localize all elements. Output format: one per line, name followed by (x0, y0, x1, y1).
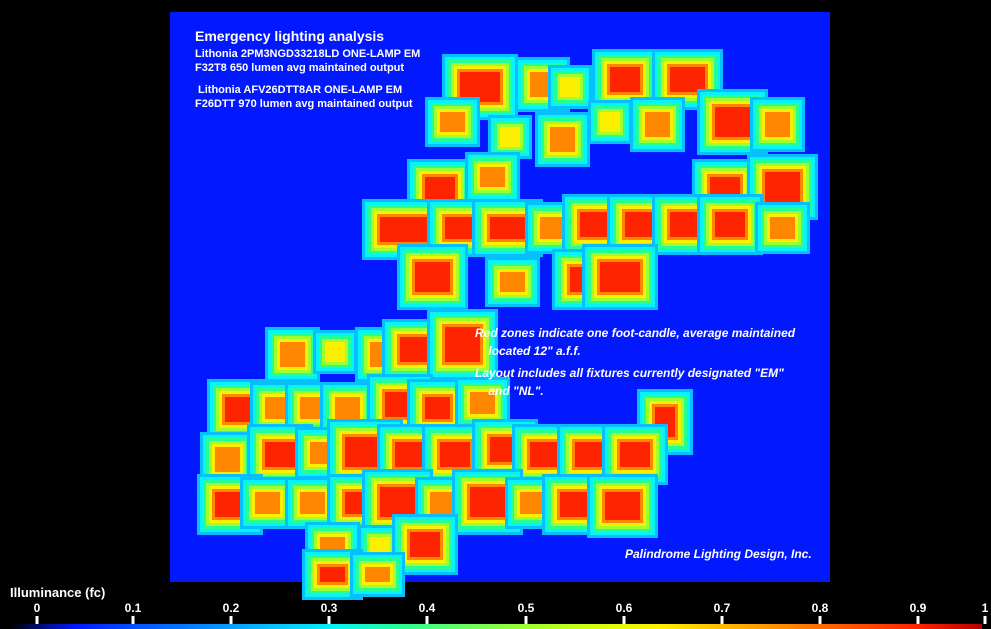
heat-cell (770, 217, 795, 239)
heat-cell (335, 397, 360, 419)
heat-cell (440, 442, 470, 467)
note-line-1: Red zones indicate one foot-candle, aver… (475, 326, 795, 340)
note-line-4: and "NL". (485, 384, 544, 398)
heat-cell (560, 492, 590, 517)
heat-cell (395, 442, 425, 467)
heat-cell (320, 567, 345, 582)
company-credit: Palindrome Lighting Design, Inc. (625, 547, 812, 561)
heat-cell (500, 272, 525, 292)
legend-tick-mark (230, 616, 233, 624)
legend-tick-label: 0.4 (419, 601, 436, 615)
heat-cell (765, 172, 800, 202)
heat-cell (580, 212, 610, 237)
heat-cell (550, 127, 575, 152)
heat-cell (480, 167, 505, 187)
heat-cell (765, 112, 790, 137)
legend-tick-label: 0.1 (125, 601, 142, 615)
legend-tick-label: 0.8 (812, 601, 829, 615)
heat-cell (610, 67, 640, 92)
legend-tick-label: 0.9 (910, 601, 927, 615)
fixture1-output: F32T8 650 lumen avg maintained output (195, 62, 404, 74)
heat-cell (490, 217, 525, 239)
legend-tick-label: 0 (34, 601, 41, 615)
heat-cell (445, 217, 475, 239)
legend-tick-mark (328, 616, 331, 624)
legend-tick-mark (623, 616, 626, 624)
legend-tick-label: 0.2 (223, 601, 240, 615)
legend-ticks: 00.10.20.30.40.50.60.70.80.91 (10, 604, 982, 624)
fixture2-model: Lithonia AFV26DTT8AR ONE-LAMP EM (198, 84, 402, 96)
legend-tick-mark (525, 616, 528, 624)
heat-cell (280, 342, 305, 367)
legend-tick-label: 0.5 (518, 601, 535, 615)
heat-cell (415, 262, 450, 292)
note-line-2: located 12" a.f.f. (485, 344, 581, 358)
heat-cell (365, 567, 390, 582)
heat-cell (715, 107, 750, 137)
legend-tick-mark (132, 616, 135, 624)
heat-cell (500, 127, 520, 147)
heat-cell (715, 212, 745, 237)
note-line-3: Layout includes all fixtures currently d… (475, 366, 784, 380)
legend-tick-label: 0.6 (616, 601, 633, 615)
heat-cell (325, 342, 345, 362)
heat-cell (380, 487, 415, 517)
fixture2-output: F26DTT 970 lumen avg maintained output (195, 98, 413, 110)
heat-cell (605, 492, 640, 520)
legend-tick-label: 0.7 (714, 601, 731, 615)
analysis-title: Emergency lighting analysis (195, 28, 384, 44)
heat-cell (215, 447, 240, 472)
legend-tick-label: 1 (982, 601, 989, 615)
legend-tick-label: 0.3 (321, 601, 338, 615)
heat-cell (410, 532, 440, 557)
legend-tick-mark (984, 616, 987, 624)
heat-cell (670, 212, 700, 237)
heat-cell (600, 262, 640, 292)
legend-tick-mark (36, 616, 39, 624)
heat-cell (560, 77, 580, 97)
heat-cell (645, 112, 670, 137)
heat-cell (400, 337, 430, 362)
legend-tick-mark (721, 616, 724, 624)
legend-tick-mark (426, 616, 429, 624)
heat-cell (530, 442, 560, 467)
heat-cell (265, 442, 295, 467)
legend-tick-mark (917, 616, 920, 624)
heat-cell (255, 492, 280, 514)
heat-cell (425, 397, 450, 419)
heat-cell (470, 487, 505, 517)
heat-cell (600, 112, 620, 132)
heat-cell (440, 112, 465, 132)
heat-cell (620, 442, 650, 467)
heat-cell (380, 217, 430, 242)
heat-cell (300, 492, 325, 514)
legend-title: Illuminance (fc) (10, 585, 105, 600)
legend-color-bar (10, 624, 982, 629)
legend-tick-mark (819, 616, 822, 624)
fixture1-model: Lithonia 2PM3NGD33218LD ONE-LAMP EM (195, 48, 420, 60)
